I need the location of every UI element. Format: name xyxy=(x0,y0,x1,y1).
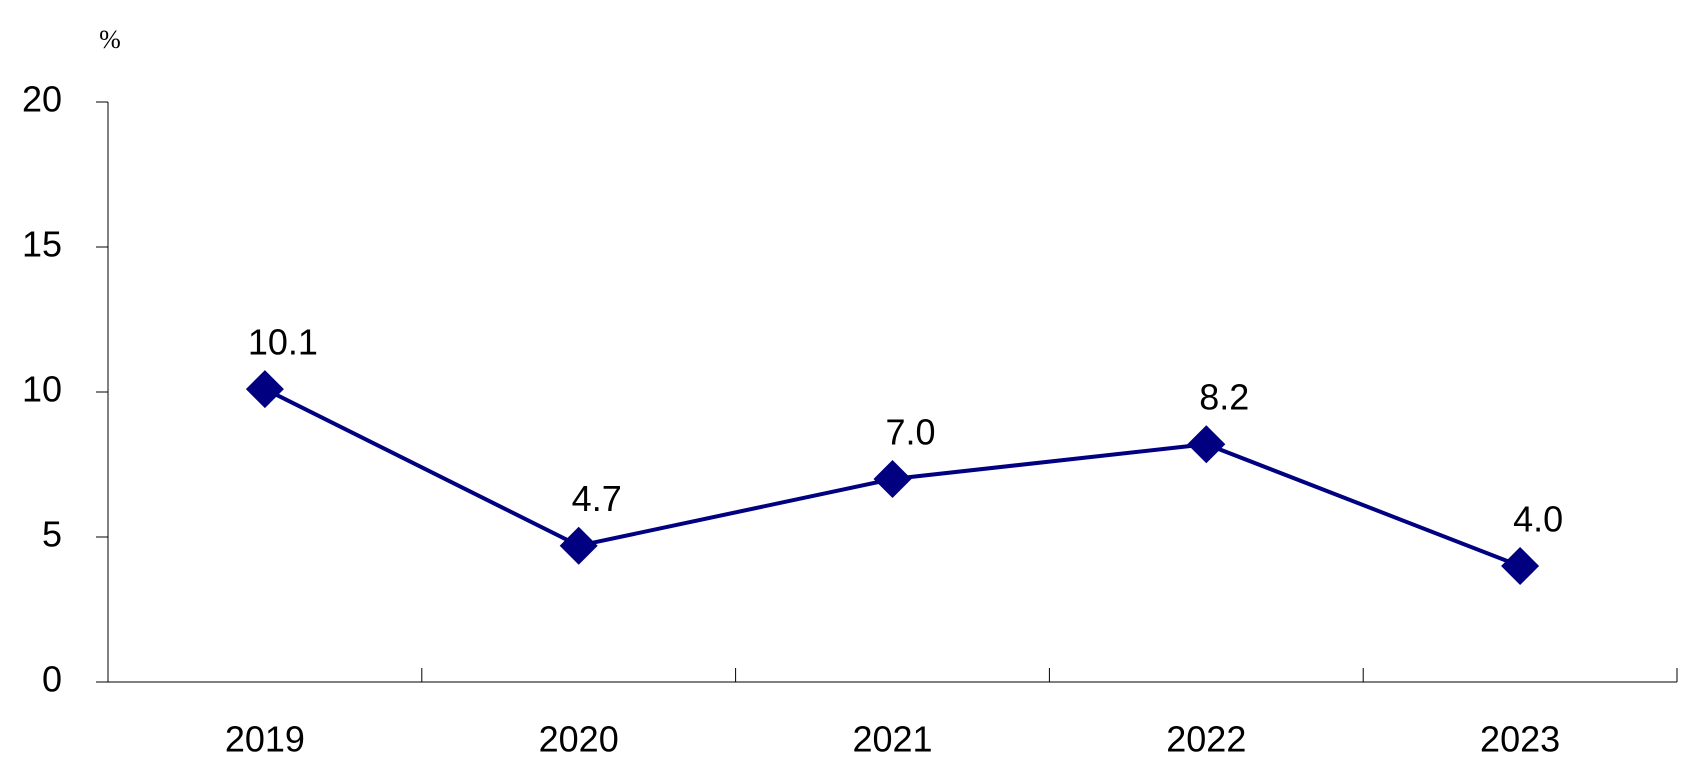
x-tick-label: 2019 xyxy=(225,719,305,760)
x-tick-label: 2022 xyxy=(1166,719,1246,760)
data-label: 4.0 xyxy=(1513,499,1563,540)
y-tick-label: 5 xyxy=(42,514,62,555)
x-tick-label: 2021 xyxy=(852,719,932,760)
y-tick-label: 10 xyxy=(22,369,62,410)
y-unit: % xyxy=(99,25,121,54)
data-label: 4.7 xyxy=(572,478,622,519)
point-marker xyxy=(873,460,912,498)
y-tick-label: 15 xyxy=(22,224,62,265)
data-label: 7.0 xyxy=(885,412,935,453)
data-label: 10.1 xyxy=(248,322,318,363)
data-label: 8.2 xyxy=(1199,377,1249,418)
point-marker xyxy=(559,526,598,565)
point-marker xyxy=(245,370,284,409)
y-tick-label: 20 xyxy=(22,79,62,120)
y-tick-label: 0 xyxy=(42,659,62,700)
point-marker xyxy=(1501,547,1540,585)
point-marker xyxy=(1187,425,1226,464)
x-tick-label: 2023 xyxy=(1480,719,1560,760)
x-tick-label: 2020 xyxy=(539,719,619,760)
